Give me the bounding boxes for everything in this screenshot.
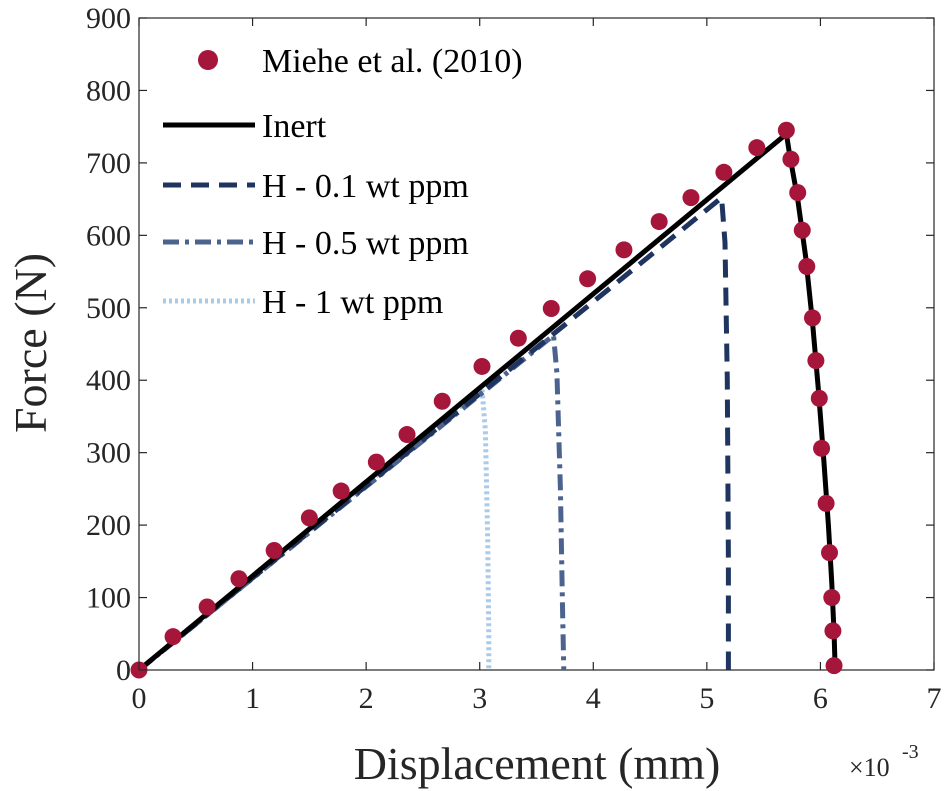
data-point bbox=[789, 184, 807, 202]
x-tick-label: 3 bbox=[472, 682, 487, 715]
data-point bbox=[300, 509, 318, 527]
x-tick-label: 4 bbox=[586, 682, 601, 715]
data-point bbox=[777, 121, 795, 139]
series-layer bbox=[130, 121, 843, 679]
x-multiplier: ×10 -3 bbox=[849, 741, 919, 782]
data-point bbox=[803, 309, 821, 327]
data-point bbox=[817, 494, 835, 512]
data-point bbox=[542, 300, 560, 318]
data-point bbox=[398, 426, 416, 444]
data-point bbox=[433, 392, 451, 410]
legend-marker bbox=[198, 50, 218, 70]
y-tick-label: 400 bbox=[86, 364, 131, 397]
x-tick-label: 7 bbox=[927, 682, 942, 715]
data-point bbox=[164, 628, 182, 646]
x-tick-label: 1 bbox=[245, 682, 260, 715]
series-line-h-0-1-wt-ppm bbox=[137, 195, 731, 672]
data-point bbox=[367, 453, 385, 471]
data-point bbox=[265, 541, 283, 559]
x-multiplier-exponent: -3 bbox=[902, 741, 919, 763]
data-point bbox=[793, 221, 811, 239]
data-point bbox=[813, 439, 831, 457]
ticks-layer: 0 1 2 3 4 5 6 7 0 100 200 300 400 500 600 700 800 900 bbox=[86, 2, 942, 715]
data-point bbox=[810, 389, 828, 407]
data-point bbox=[715, 163, 733, 181]
data-point bbox=[824, 622, 842, 640]
data-point bbox=[821, 544, 839, 562]
data-point bbox=[823, 589, 841, 607]
data-point bbox=[332, 482, 350, 500]
y-tick-label: 200 bbox=[86, 509, 131, 542]
data-point bbox=[748, 139, 766, 157]
x-tick-label: 0 bbox=[132, 682, 147, 715]
legend-label: H - 1 wt ppm bbox=[262, 284, 443, 321]
x-tick-label: 5 bbox=[699, 682, 714, 715]
x-axis-label: Displacement (mm) bbox=[354, 738, 721, 789]
y-tick-label: 300 bbox=[86, 437, 131, 470]
legend-label: H - 0.5 wt ppm bbox=[262, 225, 469, 262]
legend-label: Inert bbox=[262, 108, 327, 145]
x-multiplier-base: ×10 bbox=[849, 753, 890, 782]
y-tick-label: 800 bbox=[86, 74, 131, 107]
y-axis-label: Force (N) bbox=[5, 253, 56, 433]
x-tick-label: 6 bbox=[813, 682, 828, 715]
data-point bbox=[682, 189, 700, 207]
data-point bbox=[615, 241, 633, 259]
data-point bbox=[807, 352, 825, 370]
data-point bbox=[473, 357, 491, 375]
data-point bbox=[798, 257, 816, 275]
y-tick-label: 700 bbox=[86, 147, 131, 180]
data-point bbox=[825, 657, 843, 675]
data-point bbox=[579, 270, 597, 288]
y-tick-label: 500 bbox=[86, 292, 131, 325]
data-point bbox=[782, 150, 800, 168]
legend: Miehe et al. (2010) Inert H - 0.1 wt ppm H … bbox=[163, 43, 523, 321]
data-point bbox=[230, 570, 248, 588]
legend-label: Miehe et al. (2010) bbox=[262, 43, 523, 80]
y-tick-label: 600 bbox=[86, 219, 131, 252]
y-tick-label: 0 bbox=[116, 654, 131, 687]
data-point bbox=[509, 329, 527, 347]
data-point bbox=[198, 598, 216, 616]
y-tick-label: 100 bbox=[86, 582, 131, 615]
x-tick-label: 2 bbox=[359, 682, 374, 715]
data-point bbox=[650, 213, 668, 231]
y-tick-label: 900 bbox=[86, 2, 131, 35]
legend-label: H - 0.1 wt ppm bbox=[262, 168, 469, 205]
